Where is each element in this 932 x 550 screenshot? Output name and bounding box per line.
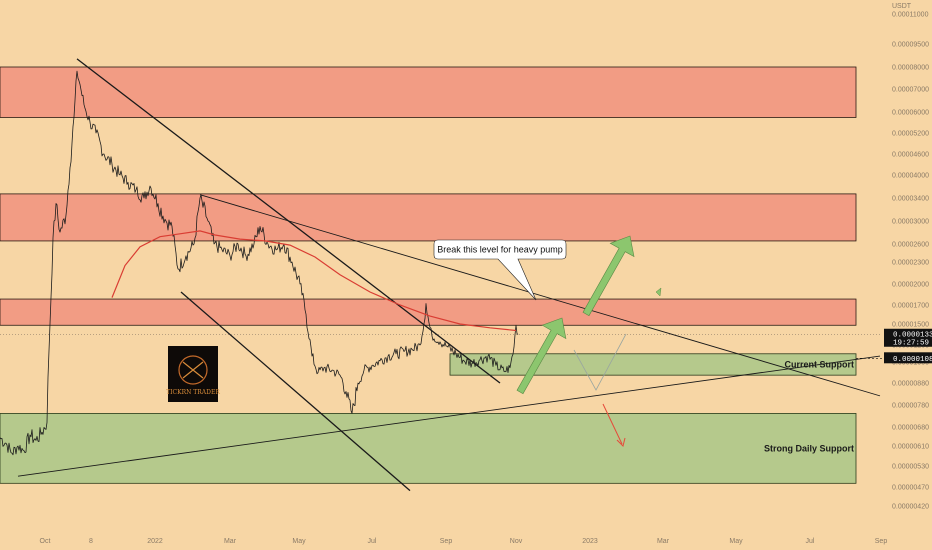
callout-text: Break this level for heavy pump (437, 245, 563, 255)
trendline-rising-support (17, 355, 881, 477)
current-price-countdown: 19:27:59 (893, 339, 929, 347)
y-tick-label: 0.00000530 (892, 464, 929, 471)
x-axis: Oct 8 2022 Mar May Jul Sep Nov 2023 Mar May Jul Sep (40, 538, 888, 545)
trendline-big-down-channel-bottom (180, 291, 411, 492)
y-tick-label: 0.00000880 (892, 381, 929, 388)
current-price-tag (884, 328, 932, 347)
annotations-layer: Break this level for heavy pump Current S… (166, 239, 855, 453)
x-tick-label: 2023 (582, 538, 598, 545)
y-axis: USDT 0.00011000 0.00009500 0.00008000 0.0000… (856, 3, 932, 511)
resistance-zone-middle (0, 193, 857, 242)
y-tick-label: 0.00002000 (892, 282, 929, 289)
current-price-value: 0.00001338 (893, 331, 932, 339)
logo-text: TICKRN TRADER (166, 389, 220, 396)
callout-bubble (433, 239, 567, 301)
x-tick-label: May (292, 538, 306, 545)
x-tick-label: Sep (875, 538, 888, 545)
x-tick-label: Mar (657, 538, 670, 545)
trendlines-layer (17, 58, 881, 492)
y-tick-label: 0.00000610 (892, 444, 929, 451)
logo-cross-icon (182, 361, 204, 379)
price-layer (0, 70, 519, 456)
logo-ring (178, 355, 208, 385)
callout-box: Break this level for heavy pump (433, 239, 567, 301)
y-tick-label: 0.00002600 (892, 242, 929, 249)
y-tick-label: 0.00005200 (892, 131, 929, 138)
y-tick-label: 0.00000470 (892, 485, 929, 492)
moving-average-layer (111, 230, 517, 332)
y-tick-label: 0.00000420 (892, 504, 929, 511)
small-green-marker (655, 287, 662, 297)
x-tick-label: Sep (440, 538, 453, 545)
x-tick-label: Mar (224, 538, 237, 545)
x-tick-label: Jul (806, 538, 815, 545)
y-tick-label: 0.00000680 (892, 425, 929, 432)
logo-background (168, 346, 218, 402)
y-tick-label: 0.00004600 (892, 152, 929, 159)
x-tick-label: Nov (510, 538, 523, 545)
marker-price-value: 0.00001081 (893, 356, 932, 364)
y-tick-label: 0.00009500 (892, 42, 929, 49)
resistance-zone-lower (0, 298, 857, 326)
projected-path (573, 333, 627, 391)
arrow-up-2 (582, 235, 635, 317)
arrow-down-line (602, 403, 623, 445)
y-tick-label: 0.00008000 (892, 65, 929, 72)
trendline-descending-resistance (199, 194, 881, 397)
marker-price-tag (884, 352, 932, 364)
y-axis-currency: USDT (892, 3, 912, 10)
y-tick-label: 0.00006000 (892, 110, 929, 117)
y-tick-label: 0.00001700 (892, 303, 929, 310)
x-tick-label: May (729, 538, 743, 545)
x-tick-label: Jul (368, 538, 377, 545)
y-tick-label: 0.00001500 (892, 322, 929, 329)
zone-label-current: Current Support (785, 359, 855, 369)
zones-layer (0, 66, 880, 484)
zone-label-strong: Strong Daily Support (764, 443, 854, 453)
support-zone-strong (0, 413, 857, 484)
y-tick-label: 0.00003400 (892, 196, 929, 203)
trader-logo: TICKRN TRADER (166, 346, 220, 402)
y-tick-label: 0.00004000 (892, 173, 929, 180)
x-tick-label: Oct (40, 538, 51, 545)
projection-arrows-layer (516, 235, 662, 447)
y-tick-label: 0.00011000 (892, 12, 929, 19)
resistance-zone-upper (0, 66, 857, 118)
y-tick-label: 0.00000780 (892, 403, 929, 410)
y-tick-label: 0.00007000 (892, 87, 929, 94)
y-tick-label: 0.00002300 (892, 260, 929, 267)
x-tick-label: 2022 (147, 538, 163, 545)
arrow-down-head (616, 437, 626, 447)
x-tick-label: 8 (89, 538, 93, 545)
arrow-up-1 (516, 317, 567, 395)
moving-average-line (111, 230, 517, 332)
price-series (0, 70, 519, 456)
y-tick-label: 0.00003000 (892, 219, 929, 226)
